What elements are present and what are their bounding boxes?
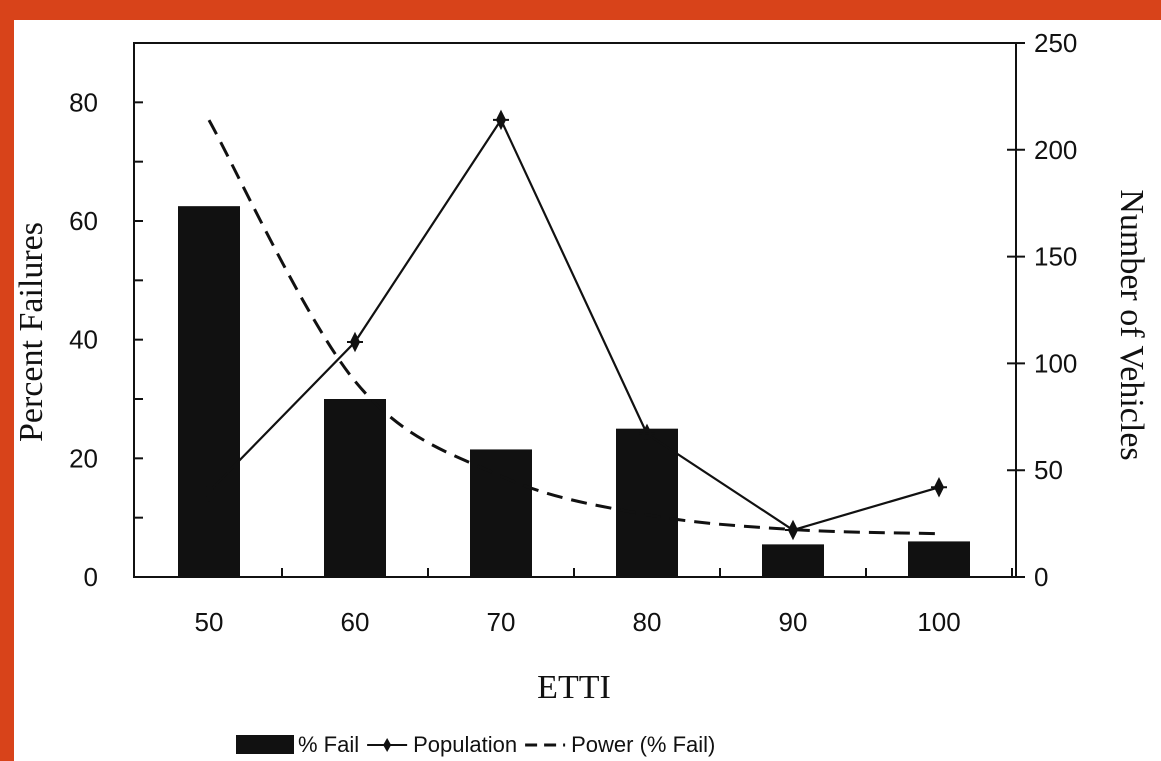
population-point-50	[201, 481, 217, 502]
right-tick-label-150: 150	[1034, 242, 1077, 272]
x-axis-ticks: 50 60 70 80 90 100	[195, 568, 1013, 637]
power-fit-curve	[207, 119, 940, 536]
left-tick-label-20: 20	[69, 443, 98, 473]
bar-70	[470, 449, 532, 577]
bar-80	[616, 428, 678, 577]
line-series-population	[201, 109, 947, 541]
right-axis-ticks: 0 50 100 150 200 250	[1007, 28, 1077, 592]
x-tick-label-60: 60	[341, 607, 370, 637]
line-series-power-fit	[207, 119, 940, 536]
chart-frame: 0 20 40 60 80 0 50 100 150 200 250 50 60 70 80 90 100 …	[14, 20, 1161, 761]
legend-swatch-percent-fail	[236, 735, 294, 754]
right-tick-label-250: 250	[1034, 28, 1077, 58]
legend-marker-population	[383, 738, 392, 752]
right-tick-label-200: 200	[1034, 135, 1077, 165]
right-axis-title: Number of Vehicles	[1113, 189, 1150, 460]
x-tick-label-100: 100	[917, 607, 960, 637]
population-point-100	[931, 477, 947, 498]
plot-border	[133, 42, 1017, 578]
bar-series-percent-fail	[178, 206, 970, 577]
x-tick-label-70: 70	[487, 607, 516, 637]
left-tick-label-40: 40	[69, 325, 98, 355]
right-tick-label-100: 100	[1034, 348, 1077, 378]
legend: % Fail Population Power (% Fail)	[236, 732, 715, 757]
x-axis-title: ETTI	[537, 669, 611, 706]
bar-50	[178, 206, 240, 577]
right-tick-label-50: 50	[1034, 455, 1063, 485]
left-tick-label-60: 60	[69, 206, 98, 236]
x-tick-label-80: 80	[633, 607, 662, 637]
population-point-80	[639, 423, 655, 445]
right-tick-label-0: 0	[1034, 562, 1048, 592]
population-point-60	[347, 331, 363, 353]
bar-90	[762, 544, 824, 577]
legend-label-1: Population	[413, 732, 517, 757]
x-tick-label-50: 50	[195, 607, 224, 637]
x-tick-label-90: 90	[779, 607, 808, 637]
bar-60	[324, 399, 386, 577]
plot-frame	[133, 42, 1017, 578]
left-axis-title: Percent Failures	[14, 222, 50, 442]
legend-label-0: % Fail	[298, 732, 359, 757]
left-tick-label-80: 80	[69, 87, 98, 117]
left-axis-ticks: 0 20 40 60 80	[69, 87, 143, 592]
population-line	[208, 117, 940, 532]
bar-100	[908, 541, 970, 577]
population-point-70	[493, 109, 509, 131]
left-tick-label-0: 0	[84, 562, 98, 592]
legend-label-2: Power (% Fail)	[571, 732, 715, 757]
